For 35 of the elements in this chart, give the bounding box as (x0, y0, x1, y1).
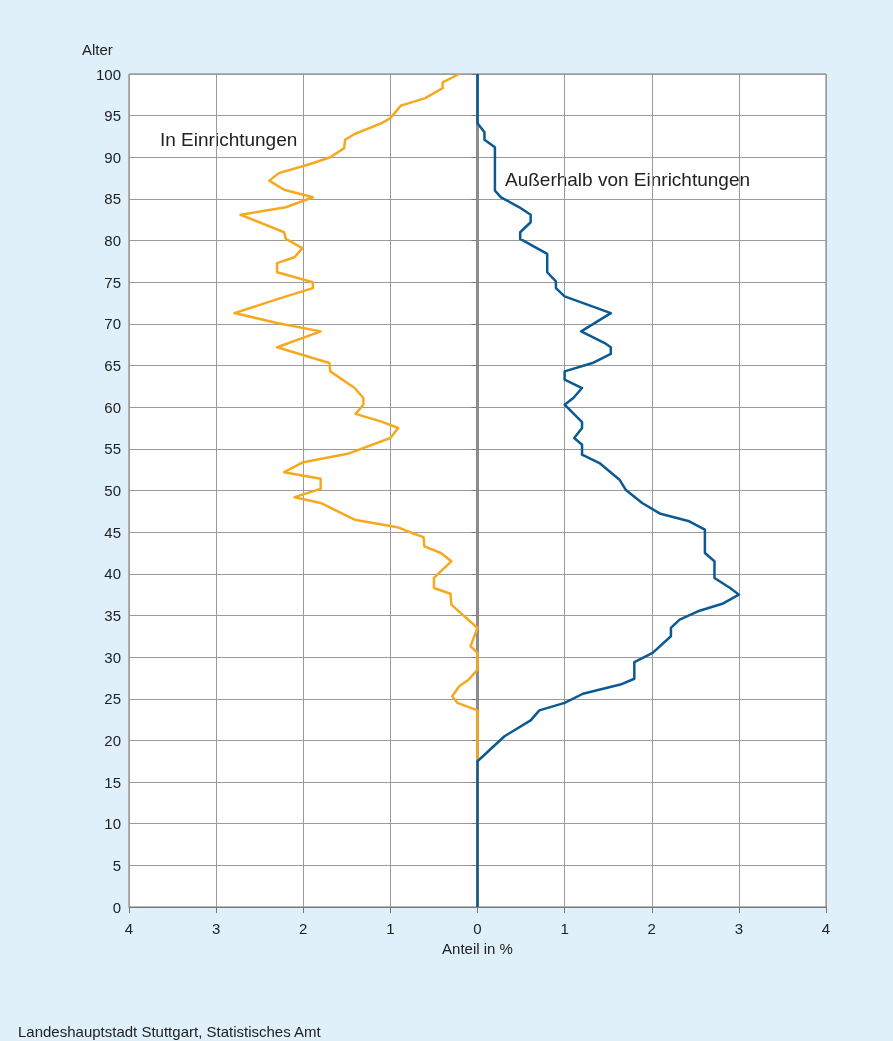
y-tick-label: 75 (104, 273, 121, 291)
y-tick-label: 40 (104, 565, 121, 583)
x-tick-label: 0 (473, 920, 482, 937)
y-tick-label: 35 (104, 606, 121, 624)
x-axis-title: Anteil in % (442, 939, 513, 957)
y-tick-label: 90 (104, 148, 121, 166)
y-tick-label: 25 (104, 690, 121, 708)
y-tick-label: 80 (104, 232, 121, 250)
x-tick-label: 1 (560, 920, 569, 937)
y-tick-label: 85 (104, 190, 121, 208)
x-tick-label: 3 (211, 920, 221, 937)
y-tick-label: 100 (95, 65, 121, 83)
y-tick-label: 95 (104, 107, 121, 125)
y-tick-label: 0 (112, 898, 121, 916)
series-label: Außerhalb von Einrichtungen (505, 169, 751, 190)
y-tick-label: 50 (104, 482, 121, 499)
y-tick-label: 10 (104, 815, 121, 833)
x-tick-label: 2 (647, 920, 656, 937)
x-tick-label: 4 (821, 920, 831, 937)
y-tick-label: 30 (104, 648, 121, 666)
y-axis-title: Alter (82, 41, 113, 58)
y-tick-label: 5 (112, 856, 121, 874)
x-tick-label: 4 (124, 920, 134, 937)
y-tick-label: 55 (104, 440, 121, 458)
text: Landeshauptstadt Stuttgart, Statistisches Amt (18, 1023, 322, 1040)
y-tick-label: 20 (104, 731, 121, 749)
y-tick-label: 45 (104, 523, 121, 541)
x-tick-label: 2 (299, 920, 308, 937)
y-tick-label: 15 (104, 773, 121, 791)
x-tick-label: 1 (386, 920, 395, 937)
y-tick-label: 65 (104, 357, 121, 375)
y-tick-label: 60 (104, 398, 121, 416)
x-tick-label: 3 (734, 920, 744, 937)
y-tick-label: 70 (104, 315, 121, 333)
series-label: In Einrichtungen (160, 129, 298, 150)
